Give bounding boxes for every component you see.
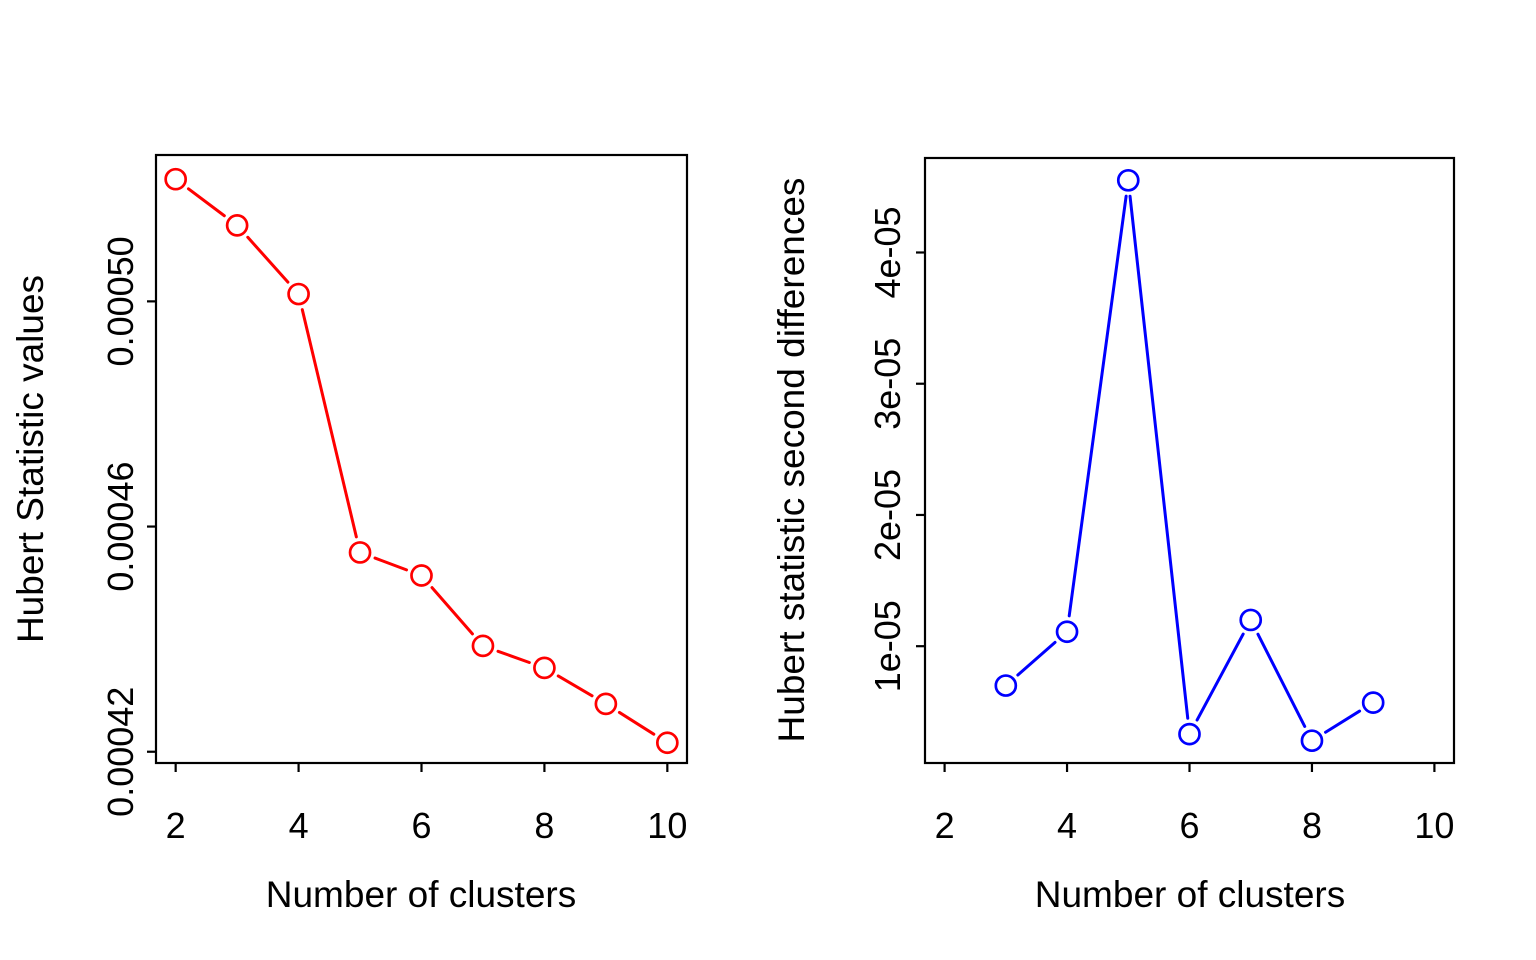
plot-box [154, 153, 689, 765]
data-point-marker [1055, 620, 1079, 644]
series-line-segment [1324, 709, 1362, 734]
series-line-segment [1128, 194, 1190, 720]
data-point-marker [1300, 729, 1324, 753]
data-point-marker [348, 541, 372, 564]
data-point-marker [594, 692, 618, 716]
x-tick-label: 4 [1057, 805, 1077, 846]
y-tick-label: 1e-05 [867, 600, 908, 692]
data-point-marker [225, 214, 249, 237]
series-line-segment [246, 235, 290, 284]
y-tick-label: 0.00046 [100, 461, 141, 591]
plot-box [923, 156, 1456, 765]
x-tick-label: 2 [166, 805, 186, 846]
series-line-segment [617, 710, 656, 736]
data-point-marker [1116, 168, 1140, 192]
data-point-marker [164, 167, 188, 191]
right-x-axis-title: Number of clusters [1034, 874, 1346, 915]
x-tick-label: 2 [935, 805, 955, 846]
data-point-marker [1239, 608, 1263, 632]
left-y-axis-title: Hubert Statistic values [10, 274, 51, 644]
y-tick-label: 0.00050 [100, 236, 141, 366]
data-point-marker [655, 731, 679, 755]
x-tick-label: 8 [1302, 805, 1322, 846]
x-tick-label: 10 [647, 805, 687, 846]
series-line-segment [1016, 640, 1057, 677]
data-point-marker [533, 656, 556, 680]
x-tick-label: 6 [1179, 805, 1199, 846]
left-x-axis-title: Number of clusters [265, 874, 577, 915]
right-y-axis-title: Hubert statistic second differences [771, 177, 812, 743]
series-line-segment [186, 187, 226, 218]
y-tick-label: 4e-05 [867, 206, 908, 298]
y-tick-label: 0.00042 [100, 687, 141, 817]
data-point-marker [1178, 722, 1201, 746]
y-tick-label: 3e-05 [867, 338, 908, 430]
series-line-segment [373, 556, 409, 572]
data-point-marker [410, 564, 433, 587]
data-point-marker [1361, 691, 1385, 714]
series-line-segment [1256, 632, 1307, 728]
data-point-marker [994, 674, 1018, 697]
series-line-segment [430, 586, 474, 636]
series-line-segment [556, 674, 594, 698]
data-point-marker [471, 634, 495, 658]
x-tick-label: 6 [411, 805, 431, 846]
series-line-segment [1195, 632, 1245, 722]
x-tick-label: 10 [1414, 805, 1454, 846]
series-line-segment [1067, 194, 1128, 618]
data-point-marker [287, 282, 310, 306]
series-line-segment [496, 649, 531, 664]
series-line-segment [300, 308, 358, 539]
x-tick-label: 4 [289, 805, 309, 846]
x-tick-label: 8 [534, 805, 554, 846]
y-tick-label: 2e-05 [867, 469, 908, 561]
